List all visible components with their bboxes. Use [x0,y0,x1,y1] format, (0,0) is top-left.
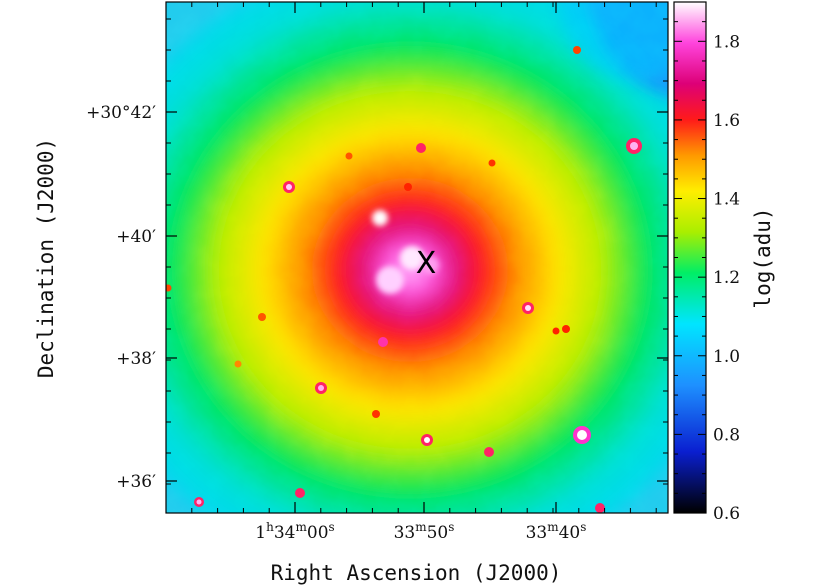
x-tick-label: 33m40s [526,520,587,543]
colorbar-label: log(adu) [751,207,775,308]
y-tick-labels: +30°42′ +40′ +38′ +36′ [86,103,156,492]
colorbar-tick-label: 0.6 [713,504,740,524]
colorbar-tick-label: 1.4 [713,190,740,210]
x-axis-label: Right Ascension (J2000) [271,561,562,585]
colorbar-tick-label: 1.8 [713,32,740,52]
y-tick-label: +36′ [116,472,156,492]
y-tick-label: +30°42′ [86,103,156,123]
x-tick-label: 1h34m00s [255,520,334,543]
y-tick-label: +40′ [116,227,156,247]
point-sources [166,46,642,513]
y-axis-label: Declination (J2000) [34,138,58,378]
x-tick-label: 33m50s [394,520,455,543]
heatmap-image [166,2,668,513]
x-tick-labels: 1h34m00s 33m50s 33m40s [255,520,586,543]
y-tick-label: +38′ [116,349,156,369]
colorbar-ticks: 0.6 0.8 1.0 1.2 1.4 1.6 1.8 [674,1,740,524]
plot-frame [165,1,669,514]
colorbar-tick-label: 1.6 [713,111,740,131]
colorbar-tick-label: 1.0 [713,347,740,367]
colorbar-tick-label: 0.8 [713,425,740,445]
colorbar: 0.6 0.8 1.0 1.2 1.4 1.6 1.8 [673,1,740,524]
colorbar-tick-label: 1.2 [713,268,740,288]
core-knots [372,210,439,294]
center-marker: X [416,246,437,281]
